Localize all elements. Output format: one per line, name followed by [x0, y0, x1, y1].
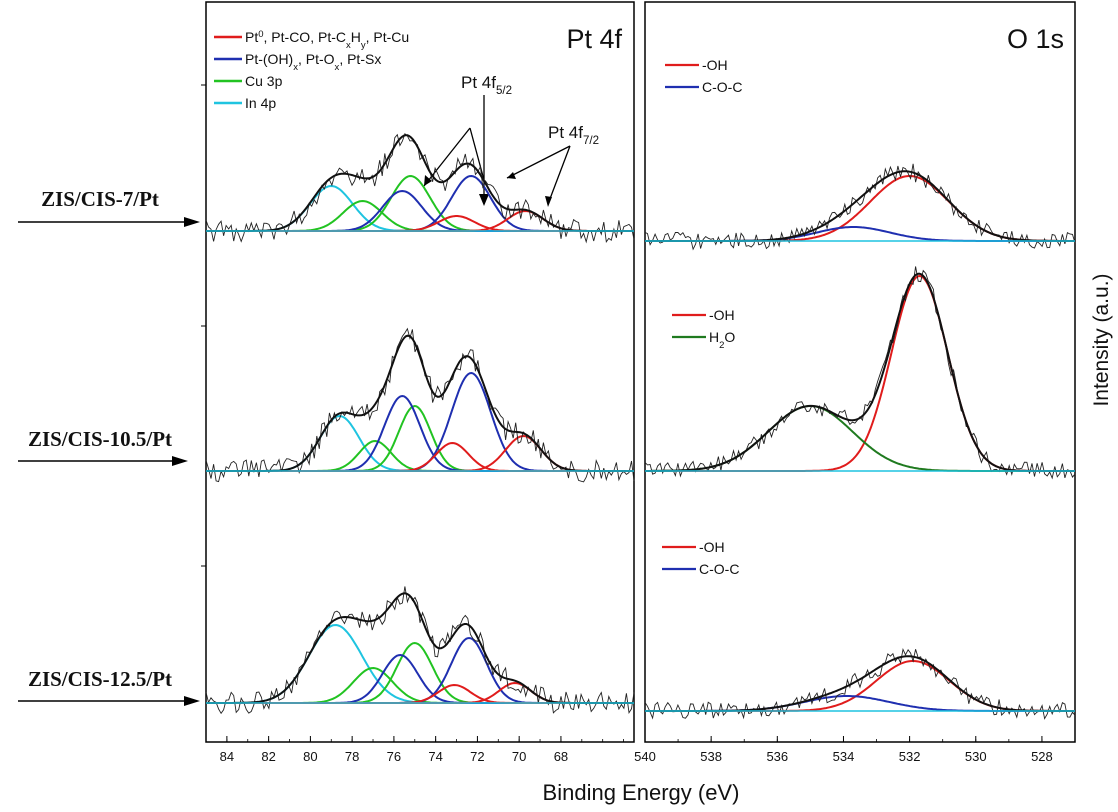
o1s-panel-frame	[644, 1, 1076, 743]
left-y-ticks	[201, 84, 206, 567]
fit-peak-pt_ox	[206, 189, 634, 232]
fit-envelope	[645, 170, 1075, 242]
x-tick-label: 82	[261, 749, 275, 764]
fit-peak-h2o	[645, 405, 1075, 472]
sample-label-3: ZIS/CIS-12.5/Pt	[28, 667, 172, 691]
pt4f-legend-label-in4p: In 4p	[245, 95, 276, 111]
o1s-legend-label-oh: -OH	[702, 57, 728, 73]
raw-spectrum	[205, 327, 635, 483]
fit-peak-pt_ox	[206, 637, 634, 704]
x-tick-label: 538	[700, 749, 722, 764]
pt4f-panel-title: Pt 4f	[566, 24, 622, 54]
spectra-layer	[205, 133, 1076, 742]
o1s-panel-title: O 1s	[1007, 24, 1064, 54]
o1s-legend-label-h2o: H2O	[709, 329, 735, 351]
labels-layer: 84 82 80 78 76 74 72 70 68 Pt0, Pt-CO, Pt-CxHy, P…	[214, 29, 1053, 764]
x-tick-label: 530	[965, 749, 987, 764]
o1s-legend-label-oh: -OH	[709, 307, 735, 323]
x-axis-title: Binding Energy (eV)	[543, 780, 740, 805]
x-tick-label: 68	[554, 749, 568, 764]
raw-spectrum	[644, 647, 1076, 720]
fit-envelope	[206, 134, 634, 232]
fit-peak-pt_ox	[206, 394, 634, 472]
sample-arrow-3	[18, 696, 200, 706]
fit-peak-pt_ox	[206, 653, 634, 704]
pt4f-annotation-1: Pt 4f7/2	[548, 123, 599, 147]
x-tick-label: 74	[428, 749, 442, 764]
o1s-legend-label-coc: C-O-C	[699, 561, 739, 577]
x-tick-label: 78	[345, 749, 359, 764]
fit-peak-pt_ox	[206, 371, 634, 472]
x-tick-label: 540	[634, 749, 656, 764]
fit-envelope	[206, 334, 634, 472]
y-axis-title: Intensity (a.u.)	[1090, 273, 1113, 406]
raw-spectrum	[205, 586, 635, 715]
fit-peak-in4p	[206, 184, 634, 232]
sample-arrow-2	[18, 456, 188, 466]
sample-arrow-1	[18, 217, 200, 227]
x-tick-label: 72	[470, 749, 484, 764]
pt4f-panel-frame	[205, 1, 635, 743]
x-tick-label: 528	[1031, 749, 1053, 764]
pt4f-legend-label-pt_ox: Pt-(OH)x, Pt-Ox, Pt-Sx	[245, 51, 381, 73]
x-tick-label: 534	[833, 749, 855, 764]
o1s-legend-label-coc: C-O-C	[702, 79, 742, 95]
fit-peak-oh	[645, 175, 1075, 242]
pt4f-annotation-0: Pt 4f5/2	[461, 73, 512, 97]
sample-label-1: ZIS/CIS-7/Pt	[41, 187, 159, 211]
fit-peak-pt0	[206, 215, 634, 232]
pt4f-legend-label-cu3p: Cu 3p	[245, 73, 283, 89]
pt4f-legend-label-pt0: Pt0, Pt-CO, Pt-CxHy, Pt-Cu	[245, 29, 409, 51]
sample-label-2: ZIS/CIS-10.5/Pt	[28, 427, 172, 451]
x-tick-label: 80	[303, 749, 317, 764]
fit-peak-cu3p	[206, 404, 634, 472]
fit-envelope	[645, 272, 1075, 472]
fit-peak-cu3p	[206, 641, 634, 704]
fit-peak-oh	[645, 274, 1075, 472]
fit-peak-in4p	[206, 623, 634, 704]
x-tick-label: 84	[220, 749, 234, 764]
x-tick-label: 70	[512, 749, 526, 764]
x-tick-label: 76	[387, 749, 401, 764]
o1s-legend-label-oh: -OH	[699, 539, 725, 555]
pt4f-arrow-heads	[424, 172, 552, 207]
x-tick-label: 536	[766, 749, 788, 764]
raw-spectrum	[644, 163, 1076, 251]
fit-peak-pt0	[206, 434, 634, 472]
x-tick-label: 532	[899, 749, 921, 764]
raw-spectrum	[644, 266, 1076, 480]
fit-envelope	[206, 592, 634, 704]
